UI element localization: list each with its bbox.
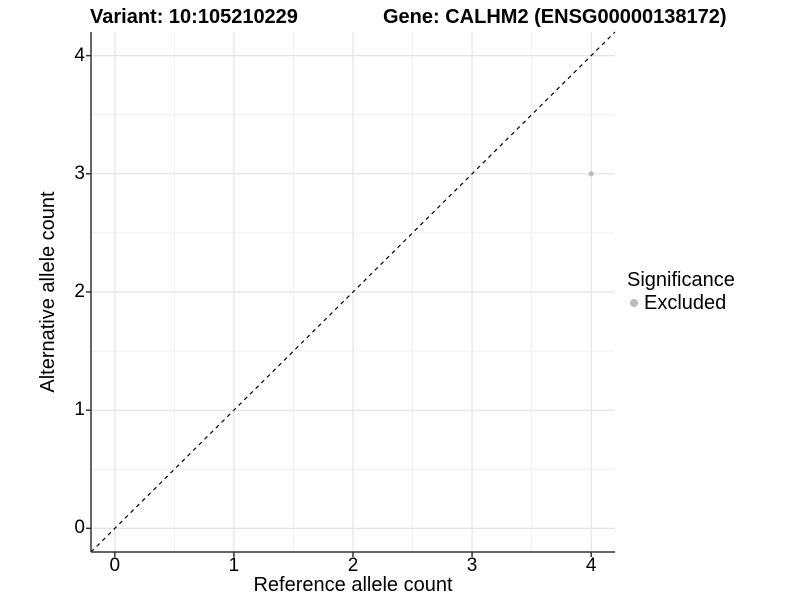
legend-entry-label: Excluded <box>644 292 727 314</box>
y-tick-label: 2 <box>74 281 85 302</box>
identity-line <box>90 31 616 553</box>
y-tick-label: 0 <box>74 517 85 539</box>
x-axis-title: Reference allele count <box>253 574 453 596</box>
legend: Significance Excluded <box>627 269 735 314</box>
x-tick-label: 0 <box>109 555 121 576</box>
x-tick-label: 4 <box>585 555 597 576</box>
legend-title: Significance <box>627 269 735 291</box>
x-tick-label: 2 <box>347 555 359 576</box>
excluded-point-swatch-icon <box>630 299 638 307</box>
variant-title: Variant: 10:105210229 <box>90 6 298 28</box>
y-tick-label: 1 <box>74 399 85 421</box>
y-tick-label: 3 <box>74 162 85 184</box>
y-axis-title: Alternative allele count <box>37 191 59 393</box>
x-tick-label: 3 <box>466 555 478 576</box>
gene-title: Gene: CALHM2 (ENSG00000138172) <box>383 6 727 28</box>
y-tick-label: 4 <box>74 44 85 66</box>
legend-entry-excluded: Excluded <box>627 292 735 314</box>
data-point <box>588 171 594 177</box>
x-tick-label: 1 <box>228 555 240 576</box>
